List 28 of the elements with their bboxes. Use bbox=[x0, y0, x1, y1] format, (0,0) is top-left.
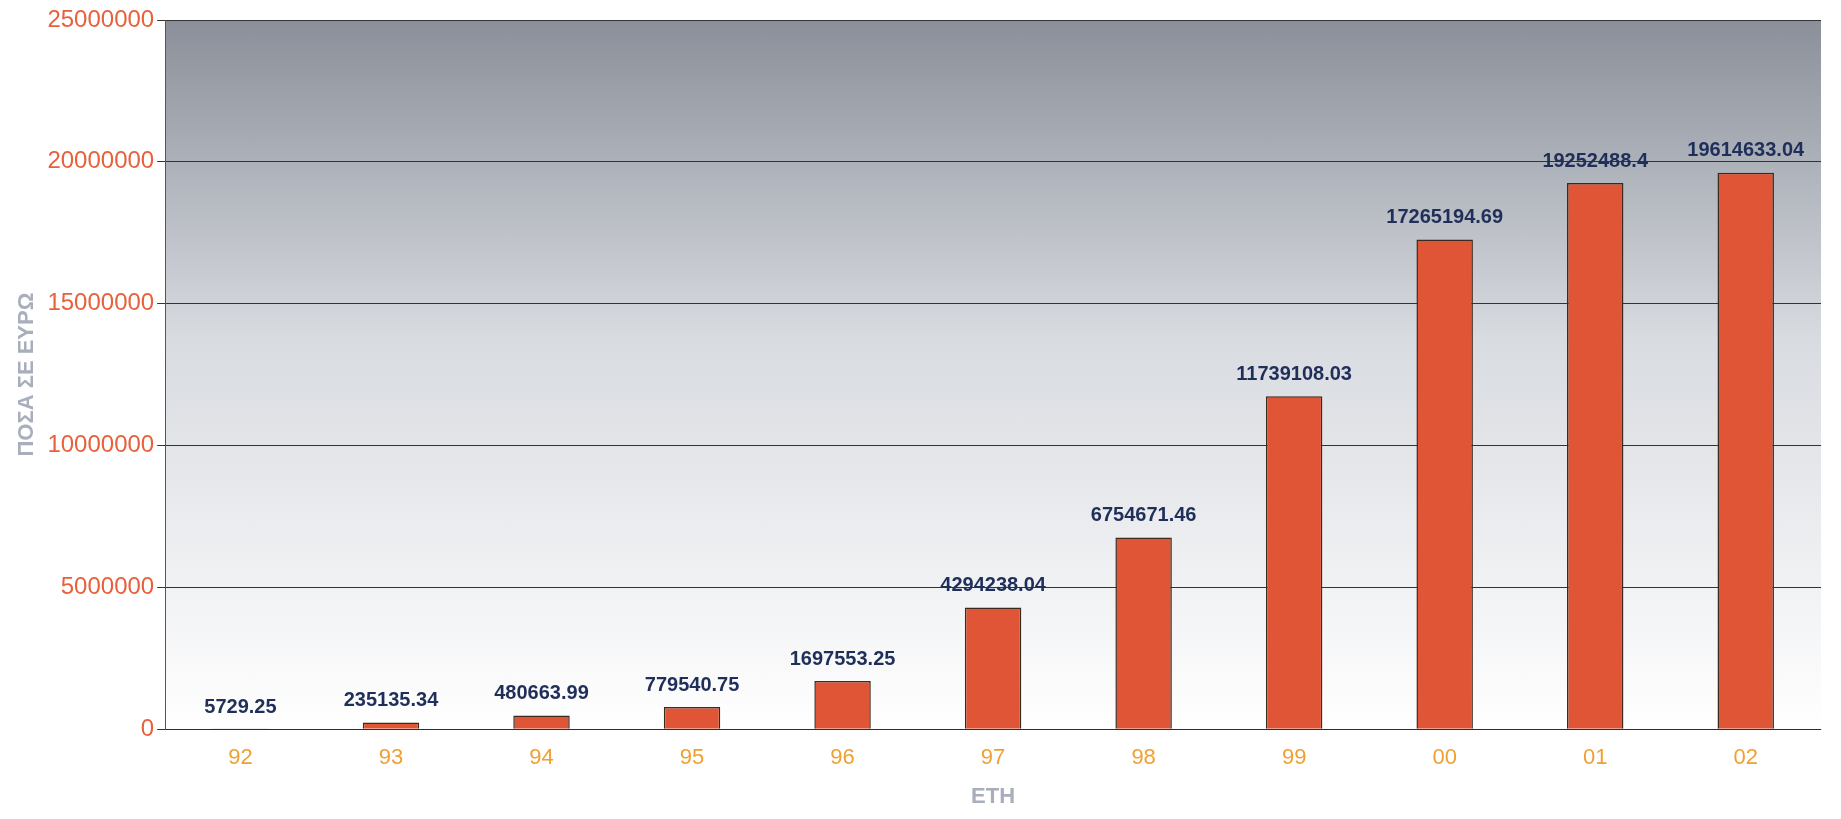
x-tick-label: 02 bbox=[1733, 744, 1758, 770]
x-tick-label: 96 bbox=[830, 744, 855, 770]
x-tick-label: 98 bbox=[1131, 744, 1156, 770]
x-tick-label: 00 bbox=[1432, 744, 1457, 770]
x-tick-label: 92 bbox=[228, 744, 253, 770]
y-tick-label: 20000000 bbox=[47, 146, 155, 174]
y-tick-label: 10000000 bbox=[47, 430, 155, 458]
data-label: 19614633.04 bbox=[1687, 138, 1805, 161]
data-label: 480663.99 bbox=[494, 681, 589, 704]
data-label: 779540.75 bbox=[644, 672, 740, 695]
data-label: 17265194.69 bbox=[1386, 204, 1504, 227]
x-tick-label: 94 bbox=[529, 744, 554, 770]
x-tick-label: 97 bbox=[980, 744, 1006, 770]
data-label: 6754671.46 bbox=[1090, 503, 1197, 526]
data-label: 1697553.25 bbox=[789, 646, 896, 669]
x-axis-title: ΕΤΗ bbox=[971, 782, 1016, 808]
y-tick-label: 15000000 bbox=[47, 288, 155, 316]
x-tick-label: 01 bbox=[1582, 744, 1608, 770]
data-label: 5729.25 bbox=[204, 694, 277, 717]
y-tick-label: 25000000 bbox=[47, 4, 155, 32]
y-tick-label: 5000000 bbox=[60, 571, 155, 599]
x-tick-label: 93 bbox=[378, 744, 404, 770]
data-label: 235135.34 bbox=[343, 688, 440, 711]
y-axis-title: ΠΟΣΑ ΣΕ ΕΥΡΩ bbox=[13, 292, 39, 457]
y-tick-label: 0 bbox=[140, 713, 155, 741]
x-tick-label: 99 bbox=[1281, 744, 1307, 770]
x-tick-label: 95 bbox=[679, 744, 705, 770]
data-label: 11739108.03 bbox=[1236, 361, 1352, 384]
